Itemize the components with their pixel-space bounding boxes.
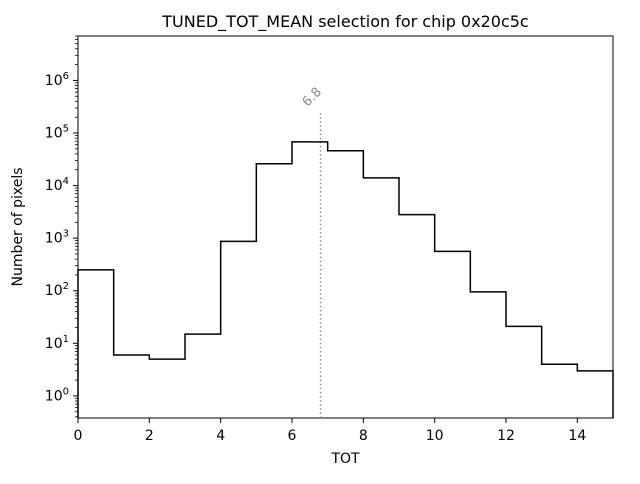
y-tick-label: 101: [45, 334, 69, 352]
x-tick-label: 8: [359, 428, 368, 444]
y-axis-label: Number of pixels: [10, 167, 26, 286]
x-tick-label: 14: [568, 428, 586, 444]
x-axis-label: TOT: [330, 451, 360, 467]
x-axis-ticks: 0 2 4 6 8 10 12 14: [74, 418, 586, 444]
x-tick-label: 0: [74, 428, 83, 444]
x-tick-label: 4: [216, 428, 225, 444]
histogram-step-line: [77, 141, 614, 418]
x-tick-label: 2: [145, 428, 154, 444]
y-tick-label: 100: [45, 386, 69, 404]
y-tick-label: 102: [45, 281, 69, 299]
chart-title: TUNED_TOT_MEAN selection for chip 0x20c5…: [161, 12, 528, 32]
y-tick-label: 104: [45, 176, 69, 194]
y-tick-label: 105: [45, 124, 69, 142]
x-tick-label: 12: [497, 428, 515, 444]
y-tick-label: 106: [45, 71, 69, 89]
y-axis-ticks: 100 101 102 103 104 105 106: [45, 35, 78, 418]
x-tick-label: 10: [426, 428, 444, 444]
y-tick-label: 103: [45, 229, 69, 247]
plot-border: [77, 35, 614, 419]
x-tick-label: 6: [288, 428, 297, 444]
